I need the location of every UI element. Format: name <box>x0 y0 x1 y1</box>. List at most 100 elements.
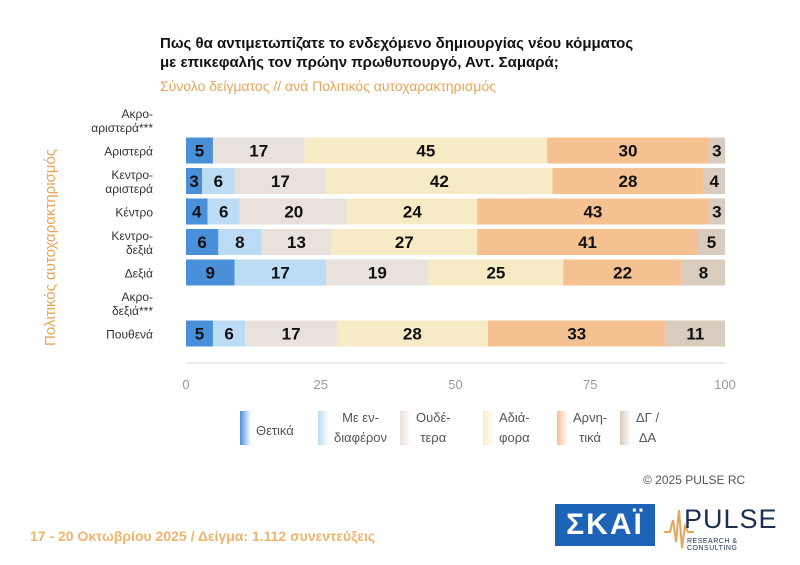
bar-segment <box>477 198 709 225</box>
data-label: 17 <box>249 142 268 161</box>
bar-segment <box>239 198 348 225</box>
x-tick-label: 25 <box>314 377 328 392</box>
bar-segment <box>186 320 213 347</box>
pulse-logo: PULSE RESEARCH & CONSULTING <box>664 502 790 552</box>
data-label: 45 <box>416 142 435 161</box>
chart-title-line-1: Πως θα αντιμετωπίζατε το ενδεχόμενο δημι… <box>160 35 634 52</box>
legend-swatch <box>620 411 631 445</box>
data-label: 25 <box>486 264 505 283</box>
legend-item-label: Αδιά-φορα <box>499 410 530 445</box>
bar-segment <box>261 229 332 255</box>
data-label: 8 <box>235 233 244 252</box>
legend-swatch <box>400 411 411 445</box>
data-label: 4 <box>709 172 719 191</box>
data-label: 17 <box>271 172 290 191</box>
bar-segment <box>326 259 429 286</box>
bar-segment <box>186 137 213 164</box>
legend-item-label: Αρνη-τικά <box>573 410 608 445</box>
data-label: 13 <box>287 233 306 252</box>
data-label: 28 <box>619 172 638 191</box>
data-label: 6 <box>219 203 228 222</box>
bar-segment <box>234 168 327 194</box>
bar-segment <box>202 168 235 194</box>
pulse-logo-name: PULSE <box>684 504 778 534</box>
chart-title-line-2: με επικεφαλής τον πρώην πρωθυπουργό, Αντ… <box>160 54 559 71</box>
pulse-logo-subtitle: RESEARCH & CONSULTING <box>687 538 738 552</box>
category-label: Δεξιά <box>125 267 153 281</box>
bar-segment <box>207 198 240 225</box>
data-label: 22 <box>613 264 632 283</box>
x-tick-label: 0 <box>182 377 189 392</box>
data-label: 5 <box>195 142 204 161</box>
bar-segment <box>304 137 548 164</box>
category-label: δεξιά*** <box>112 304 153 318</box>
survey-footer: 17 - 20 Οκτωβρίου 2025 / Δείγμα: 1.112 σ… <box>30 528 376 544</box>
copyright-text: © 2025 PULSE RC <box>643 473 746 487</box>
data-label: 33 <box>567 325 586 344</box>
data-label: 9 <box>206 264 215 283</box>
x-tick-label: 50 <box>448 377 462 392</box>
bar-segment <box>703 168 725 194</box>
data-label: 27 <box>395 233 414 252</box>
chart-subtitle: Σύνολο δείγματος // ανά Πολιτικός αυτοχα… <box>160 78 496 94</box>
bar-segment <box>477 229 699 255</box>
category-label: αριστερά*** <box>91 121 153 135</box>
data-label: 6 <box>224 325 233 344</box>
bar-segment <box>331 229 478 255</box>
category-label: Ακρο- <box>122 290 154 304</box>
bar-segment <box>218 229 262 255</box>
bar-segment <box>552 168 704 194</box>
data-label: 28 <box>403 325 422 344</box>
legend-item-label: ΔΓ / ΔΑ <box>636 410 660 445</box>
data-label: 5 <box>195 325 204 344</box>
legend-item-label: Με εν-διαφέρον <box>334 410 387 445</box>
data-label: 30 <box>619 142 638 161</box>
category-label: Κέντρο <box>115 206 153 220</box>
category-label: Πουθενά <box>106 328 153 342</box>
pulse-wave-icon <box>664 509 694 549</box>
bar-segment <box>212 137 305 164</box>
data-label: 11 <box>686 325 704 344</box>
bar-segment <box>487 320 666 347</box>
bar-segment <box>234 259 327 286</box>
bar-segment <box>186 198 208 225</box>
stacked-bar-chart: Ακρο-αριστερά***Αριστερά 5 17 45 30 3Κεντρο-α… <box>91 107 736 392</box>
bar-segment <box>563 259 682 286</box>
data-label: 3 <box>712 203 721 222</box>
x-tick-label: 100 <box>714 377 736 392</box>
data-label: 6 <box>197 233 206 252</box>
data-label: 17 <box>282 325 301 344</box>
bar-segment <box>681 259 725 286</box>
data-label: 6 <box>214 172 223 191</box>
data-label: 20 <box>284 203 303 222</box>
bar-segment <box>665 320 725 347</box>
category-label: Κεντρο- <box>111 229 153 243</box>
bar-segment <box>212 320 246 347</box>
bar-segment <box>347 198 478 225</box>
data-label: 4 <box>192 203 202 222</box>
data-label: 8 <box>699 264 708 283</box>
data-label: 24 <box>403 203 422 222</box>
bar-segment <box>708 198 725 225</box>
category-label: Αριστερά <box>104 145 153 159</box>
bar-segment <box>547 137 709 164</box>
bar-segment <box>186 168 203 194</box>
legend-swatch <box>483 411 494 445</box>
bar-segment <box>708 137 725 164</box>
data-label: 5 <box>707 233 716 252</box>
data-label: 19 <box>368 264 387 283</box>
category-label: δεξιά <box>126 243 153 257</box>
bar-segment <box>186 259 235 286</box>
data-label: 3 <box>189 172 198 191</box>
bar-segment <box>186 229 219 255</box>
data-label: 3 <box>712 142 721 161</box>
bar-segment <box>336 320 488 347</box>
bar-segment <box>326 168 553 194</box>
legend-item-label: Ουδέ-τερα <box>416 410 451 445</box>
data-label: 42 <box>430 172 449 191</box>
category-label: αριστερά <box>105 182 153 196</box>
chart-title: Πως θα αντιμετωπίζατε το ενδεχόμενο δημι… <box>160 34 720 72</box>
bar-segment <box>698 229 725 255</box>
data-label: 41 <box>578 233 597 252</box>
skai-logo: ΣΚΑΪ <box>555 504 655 546</box>
